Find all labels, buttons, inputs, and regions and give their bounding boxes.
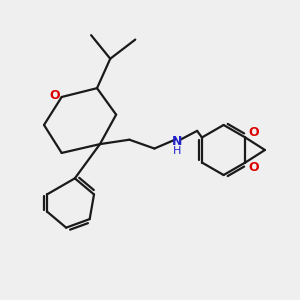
Text: H: H bbox=[173, 146, 182, 156]
Text: O: O bbox=[248, 161, 259, 174]
Text: N: N bbox=[172, 135, 183, 148]
Text: O: O bbox=[248, 126, 259, 139]
Text: O: O bbox=[49, 89, 60, 102]
